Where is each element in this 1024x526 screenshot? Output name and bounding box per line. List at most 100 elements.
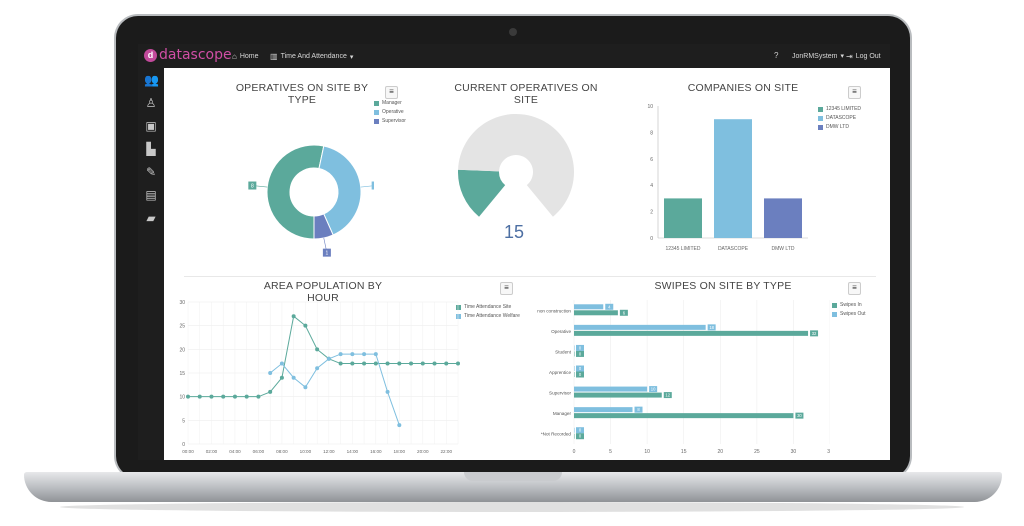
truck-icon[interactable]: ▰ xyxy=(146,211,156,225)
legend-item-welfare[interactable]: Time Attendance Welfare xyxy=(456,313,520,319)
x-tick-label: 15 xyxy=(681,449,687,455)
bar-data-label: 4 xyxy=(608,304,611,309)
x-tick-label: 35 xyxy=(827,449,830,455)
section-divider xyxy=(184,276,876,277)
series-line-1 xyxy=(269,353,400,426)
data-point xyxy=(362,361,367,366)
data-point xyxy=(444,361,449,366)
bar-data-label: 32 xyxy=(812,331,817,336)
laptop-notch xyxy=(464,472,562,481)
legend-item-swipes-out[interactable]: Swipes Out xyxy=(832,311,866,317)
person-icon[interactable]: ♙ xyxy=(145,96,157,110)
bar-swipes-in xyxy=(574,413,794,419)
chart-menu-icon[interactable]: ≡ xyxy=(500,282,513,295)
help-icon[interactable]: ? xyxy=(774,51,779,60)
data-point xyxy=(315,366,320,371)
bar-swipes-in xyxy=(574,392,662,398)
legend-swatch xyxy=(374,109,379,115)
bar-swipes-out xyxy=(574,345,575,351)
laptop-base xyxy=(24,472,1002,502)
x-tick-label: 06:00 xyxy=(253,449,265,454)
legend-item-dmw[interactable]: DMW LTD xyxy=(818,124,861,130)
sidebar: 👥 ♙ ▣ ▙ ✎ ▤ ▰ xyxy=(138,68,164,460)
data-point xyxy=(385,389,390,394)
x-tick-label: 30 xyxy=(791,449,797,455)
operatives-by-type-title: OPERATIVES ON SITE BY TYPE xyxy=(235,82,369,106)
y-tick-label: 15 xyxy=(179,371,185,377)
pdf-file-icon[interactable]: ▤ xyxy=(145,188,157,202)
data-point xyxy=(385,361,390,366)
bar-label-box xyxy=(605,303,614,310)
bar-chart-icon[interactable]: ▙ xyxy=(146,142,156,156)
x-tick-label: DATASCOPE xyxy=(718,246,749,252)
chart-menu-icon[interactable]: ≡ xyxy=(385,86,398,99)
data-point xyxy=(409,361,414,366)
donut-label-box xyxy=(322,248,331,257)
brand-logo[interactable]: d datascope xyxy=(144,48,232,63)
legend-item-site[interactable]: Time Attendance Site xyxy=(456,304,520,310)
chart-menu-icon[interactable]: ≡ xyxy=(848,86,861,99)
data-point xyxy=(244,394,249,399)
top-navbar: d datascope ⌂ Home ▥ Time And Attendance… xyxy=(138,44,890,68)
legend-swatch xyxy=(832,311,837,317)
user-label: JonRMSystem xyxy=(792,52,838,60)
y-tick-label: 25 xyxy=(179,324,185,330)
bar-12345-limited xyxy=(664,198,702,238)
legend-item-manager[interactable]: Manager xyxy=(374,100,406,106)
bar-data-label: 12 xyxy=(665,393,670,398)
x-tick-label: 20:00 xyxy=(417,449,429,454)
bar-swipes-in xyxy=(574,372,575,377)
legend-item-12345[interactable]: 12345 LIMITED xyxy=(818,106,861,112)
series-line-0 xyxy=(188,315,458,398)
bar-label-box xyxy=(634,406,643,413)
bar-swipes-in xyxy=(574,351,575,357)
legend-item-datascope[interactable]: DATASCOPE xyxy=(818,115,861,121)
contact-book-icon[interactable]: ▣ xyxy=(145,119,157,133)
y-tick-label: 5 xyxy=(182,418,185,424)
user-menu[interactable]: JonRMSystem ▾ xyxy=(792,52,844,61)
x-tick-label: DMW LTD xyxy=(772,246,795,252)
logout-link[interactable]: ⇥ Log Out xyxy=(846,52,881,61)
x-tick-label: 20 xyxy=(718,449,724,455)
area-population-legend: Time Attendance Site Time Attendance Wel… xyxy=(456,304,520,322)
bar-data-label: 0 xyxy=(579,428,582,433)
legend-item-supervisor[interactable]: Supervisor xyxy=(374,118,406,124)
bar-swipes-out xyxy=(574,304,604,310)
data-point xyxy=(303,385,308,390)
data-point xyxy=(326,356,331,361)
x-tick-label: 22:00 xyxy=(441,449,453,454)
legend-label: Time Attendance Site xyxy=(464,304,512,310)
data-point xyxy=(279,375,284,380)
users-icon[interactable]: 👥 xyxy=(144,73,159,87)
nav-home[interactable]: ⌂ Home xyxy=(232,52,259,61)
donut-slice-manager xyxy=(266,144,325,240)
legend-label: DATASCOPE xyxy=(826,115,857,121)
legend-item-operative[interactable]: Operative xyxy=(374,109,406,115)
bar-label-box xyxy=(576,350,584,357)
x-tick-label: 25 xyxy=(754,449,760,455)
bar-label-box xyxy=(576,427,584,434)
donut-slice-operative xyxy=(318,145,362,236)
x-tick-label: 00:00 xyxy=(182,449,194,454)
legend-label: Manager xyxy=(382,100,402,106)
bar-label-box xyxy=(576,365,584,372)
donut-data-label: 1 xyxy=(325,251,328,257)
y-category-label: Operative xyxy=(551,329,571,334)
x-tick-label: 18:00 xyxy=(394,449,406,454)
y-tick-label: 20 xyxy=(179,347,185,353)
data-point xyxy=(456,361,460,366)
data-point xyxy=(291,375,296,380)
legend-swatch xyxy=(818,106,823,112)
x-tick-label: 10:00 xyxy=(300,449,312,454)
data-point xyxy=(350,352,355,357)
nav-time-attendance[interactable]: ▥ Time And Attendance ▾ xyxy=(270,52,353,61)
edit-icon[interactable]: ✎ xyxy=(145,165,157,179)
bar-label-box xyxy=(619,309,628,316)
legend-item-swipes-in[interactable]: Swipes In xyxy=(832,302,866,308)
data-point xyxy=(338,361,343,366)
data-point xyxy=(209,394,214,399)
x-tick-label: 5 xyxy=(609,449,612,455)
legend-label: DMW LTD xyxy=(826,124,849,130)
bar-label-box xyxy=(663,392,672,399)
chart-menu-icon[interactable]: ≡ xyxy=(848,282,861,295)
